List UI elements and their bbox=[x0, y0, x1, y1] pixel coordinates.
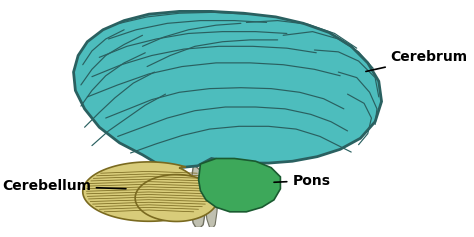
Text: Cerebellum: Cerebellum bbox=[2, 179, 126, 193]
Text: Pons: Pons bbox=[274, 173, 330, 187]
Polygon shape bbox=[83, 162, 200, 221]
Polygon shape bbox=[204, 163, 218, 228]
Polygon shape bbox=[73, 11, 382, 168]
Text: Cerebrum: Cerebrum bbox=[366, 50, 468, 72]
Polygon shape bbox=[135, 175, 218, 221]
Polygon shape bbox=[199, 159, 281, 212]
Polygon shape bbox=[191, 164, 206, 228]
